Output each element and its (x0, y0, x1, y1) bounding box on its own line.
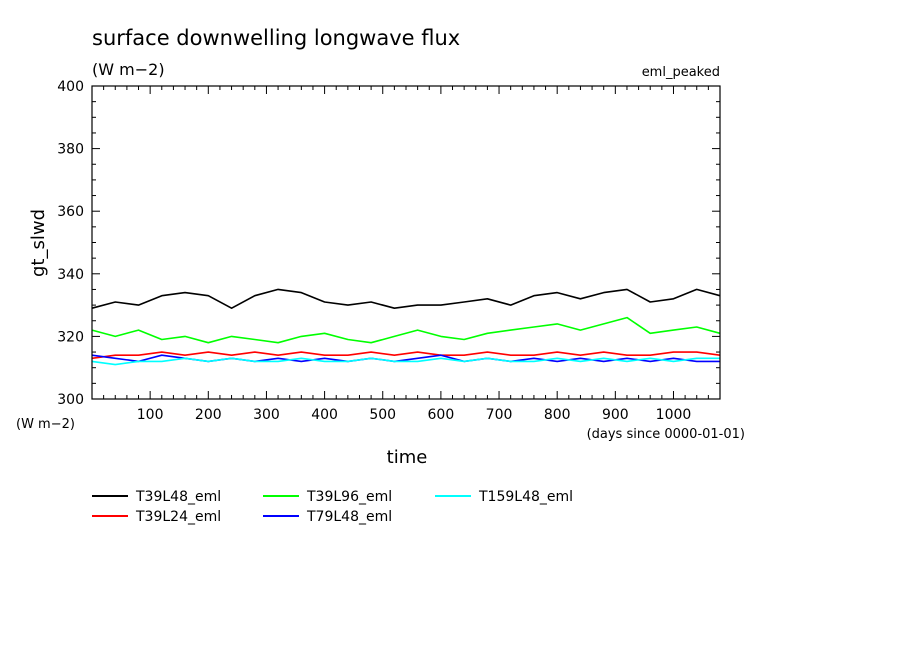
x-tick-label: 800 (544, 407, 571, 423)
y-tick-label: 400 (57, 79, 84, 95)
y-axis-title: gt_slwd (28, 209, 49, 277)
series-layer (91, 288, 721, 366)
x-tick-label: 300 (253, 407, 280, 423)
y-tick-label: 300 (57, 392, 84, 408)
legend-label-t159l48-eml: T159L48_eml (478, 489, 573, 505)
series-line-t39l96-eml (91, 316, 721, 344)
series-line-t159l48-eml (91, 357, 720, 366)
y-tick-label: 320 (57, 329, 84, 345)
chart-title: surface downwelling longwave flux (92, 26, 460, 50)
series-line-t39l48-eml (91, 288, 721, 310)
x-tick-label: 400 (311, 407, 338, 423)
chart-subtitle: (W m−2) (92, 60, 165, 79)
x-axis-title: time (387, 447, 428, 468)
x-units-label: (days since 0000-01-01) (587, 427, 745, 442)
legend-label-t79l48-eml: T79L48_eml (306, 509, 392, 525)
y-units-label: (W m−2) (16, 417, 75, 432)
legend-label-t39l48-eml: T39L48_eml (135, 489, 221, 505)
plot-frame (91, 85, 721, 400)
series-line-t39l24-eml (91, 351, 721, 360)
y-tick-label: 360 (57, 204, 84, 220)
legend-label-t39l96-eml: T39L96_eml (306, 489, 392, 505)
x-tick-label: 600 (428, 407, 455, 423)
ticks-layer: 100 200 300 400 500 600 700 800 900 1000 300 320 340… (57, 79, 720, 423)
experiment-label: eml_peaked (642, 65, 720, 80)
x-tick-label: 500 (369, 407, 396, 423)
x-tick-label: 1000 (656, 407, 692, 423)
y-tick-label: 340 (57, 267, 84, 283)
x-tick-label: 100 (137, 407, 164, 423)
x-tick-label: 200 (195, 407, 222, 423)
legend-label-t39l24-eml: T39L24_eml (135, 509, 221, 525)
y-tick-label: 380 (57, 142, 84, 158)
x-tick-label: 700 (486, 407, 513, 423)
x-tick-label: 900 (602, 407, 629, 423)
legend: T39L48_eml T39L24_eml T39L96_eml T79L48_eml… (92, 489, 573, 525)
